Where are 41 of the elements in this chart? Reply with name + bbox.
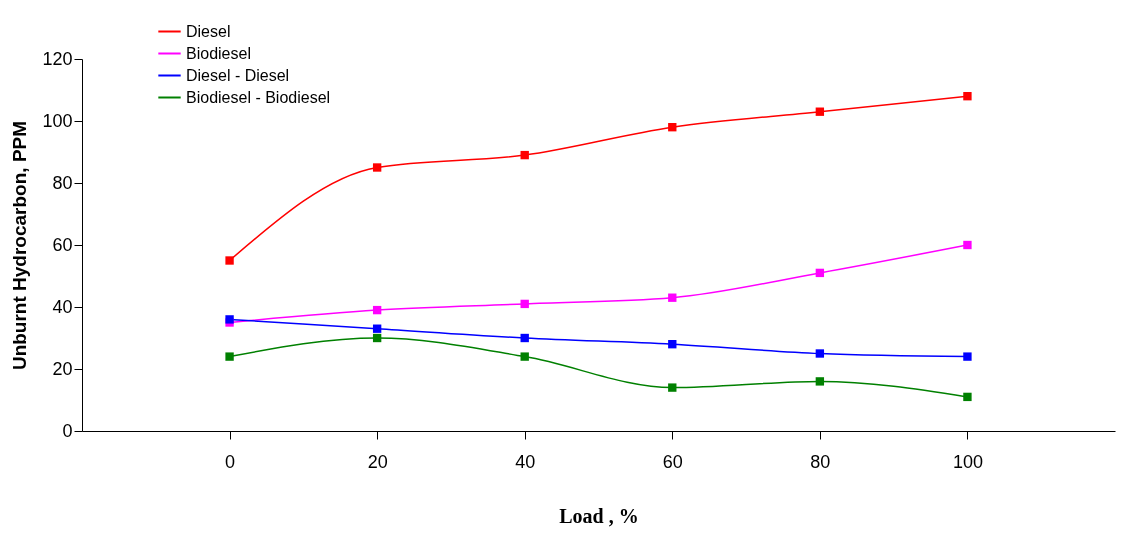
legend-label: Diesel — [186, 22, 231, 40]
point — [520, 150, 529, 160]
legend-label: Diesel - Diesel — [186, 66, 290, 84]
y-tick-label: 100 — [42, 110, 73, 131]
point — [520, 352, 529, 361]
point — [963, 352, 972, 361]
point — [815, 349, 825, 358]
y-tick-label: 60 — [52, 234, 73, 255]
point — [963, 392, 972, 402]
point — [668, 123, 677, 132]
point — [815, 268, 825, 278]
point — [963, 240, 972, 250]
point — [225, 256, 234, 265]
point — [520, 333, 529, 343]
legend-label: Biodiesel - Biodiesel — [186, 88, 331, 106]
point — [225, 352, 234, 361]
point — [815, 377, 825, 386]
y-tick-label: 80 — [52, 172, 73, 193]
y-axis-title: Unburnt Hydrocarbon, PPM — [9, 120, 31, 371]
legend-label: Biodiesel — [186, 44, 251, 62]
point — [372, 163, 382, 172]
point — [520, 299, 529, 309]
point — [668, 340, 677, 349]
y-tick-label: 120 — [42, 48, 73, 69]
x-tick-label: 60 — [662, 451, 683, 472]
point — [815, 107, 825, 116]
point — [372, 305, 382, 315]
x-tick-label: 80 — [810, 451, 831, 472]
point — [372, 324, 382, 333]
x-tick-label: 100 — [952, 451, 983, 472]
point — [372, 333, 382, 343]
x-tick-label: 40 — [515, 451, 536, 472]
point — [668, 293, 677, 302]
y-tick-label: 20 — [52, 358, 73, 379]
y-tick-label: 0 — [62, 420, 73, 441]
x-tick-label: 0 — [225, 451, 236, 472]
x-tick-label: 20 — [367, 451, 388, 472]
x-axis-title: Load , % — [559, 504, 639, 527]
point — [668, 383, 677, 392]
y-tick-label: 40 — [52, 296, 73, 317]
point — [963, 92, 972, 101]
